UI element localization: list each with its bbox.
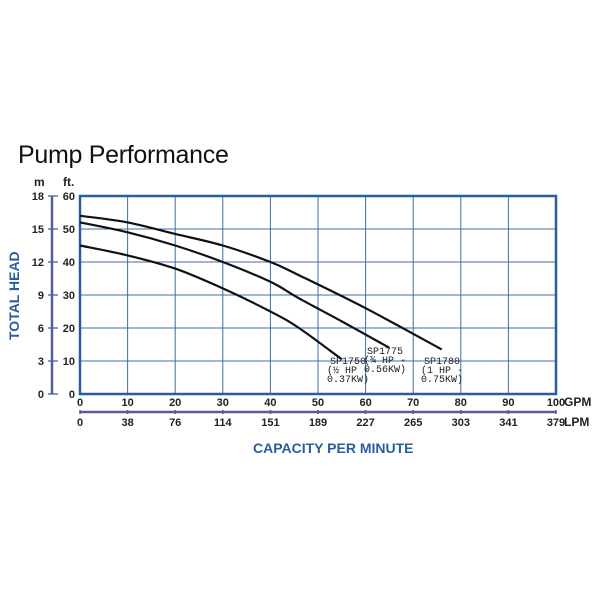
axes [48, 194, 558, 414]
x-tick-label: 30 [217, 397, 229, 409]
x-tick-label: 10 [121, 397, 133, 409]
series-label: 0.37KW) [327, 374, 369, 386]
series-label: SP1750 [330, 357, 366, 368]
x-tick-label: 70 [407, 397, 419, 409]
y2-tick-label: 15 [32, 224, 44, 236]
x2-tick-label: 265 [404, 417, 422, 429]
x2-tick-label: 114 [214, 417, 233, 429]
chart-title: Pump Performance [18, 141, 229, 169]
tick-labels: 0010382076301144015150189602277026580303… [32, 191, 565, 429]
y2-unit-label: m [34, 175, 45, 189]
x-tick-label: 50 [312, 397, 324, 409]
x-tick-label: 100 [547, 397, 565, 409]
y-tick-label: 60 [63, 191, 75, 203]
x2-tick-label: 189 [309, 417, 327, 429]
x2-tick-label: 379 [547, 417, 565, 429]
series-line-sp1775 [79, 221, 390, 349]
series-label: SP1780 [424, 357, 460, 368]
series-line-sp1750 [79, 244, 343, 361]
y-tick-label: 10 [63, 356, 75, 368]
y-tick-label: 30 [63, 290, 75, 302]
series-label: (½ HP - [327, 365, 369, 377]
x-tick-label: 80 [455, 397, 467, 409]
x2-unit-label: LPM [564, 415, 589, 429]
x-tick-label: 60 [359, 397, 371, 409]
x-unit-label: GPM [564, 395, 591, 409]
x2-tick-label: 38 [121, 417, 133, 429]
plot-frame [78, 194, 558, 396]
x2-tick-label: 303 [452, 417, 470, 429]
x2-tick-label: 151 [261, 417, 279, 429]
series-lines: SP1750(½ HP -0.37KW) SP1775(¾ HP -0.56KW)… [79, 214, 463, 386]
grid [79, 195, 557, 395]
x2-tick-label: 76 [169, 417, 181, 429]
x-tick-label: 20 [169, 397, 181, 409]
series-label: SP1775 [367, 347, 403, 358]
x2-tick-label: 0 [77, 417, 83, 429]
y2-tick-label: 12 [32, 257, 44, 269]
x-tick-label: 40 [264, 397, 276, 409]
series-label: (¾ HP - [364, 355, 406, 367]
y2-tick-label: 18 [32, 191, 44, 203]
series-label: (1 HP - [421, 365, 463, 377]
y2-tick-label: 0 [38, 389, 44, 401]
x2-tick-label: 227 [356, 417, 374, 429]
y-tick-label: 40 [63, 257, 75, 269]
y-tick-label: 50 [63, 224, 75, 236]
x-tick-label: 0 [77, 397, 83, 409]
y-tick-label: 0 [69, 389, 75, 401]
y2-tick-label: 3 [38, 356, 44, 368]
x-axis-title: CAPACITY PER MINUTE [253, 440, 414, 456]
series-label: 0.56KW) [364, 364, 406, 376]
y-unit-label: ft. [63, 175, 74, 189]
y-tick-label: 20 [63, 323, 75, 335]
y-axis-title: TOTAL HEAD [6, 251, 22, 340]
series-line-sp1780 [79, 214, 443, 351]
x-tick-label: 90 [502, 397, 514, 409]
y2-tick-label: 6 [38, 323, 44, 335]
series-label: 0.75KW) [421, 374, 463, 386]
x2-tick-label: 341 [499, 417, 517, 429]
y2-tick-label: 9 [38, 290, 44, 302]
